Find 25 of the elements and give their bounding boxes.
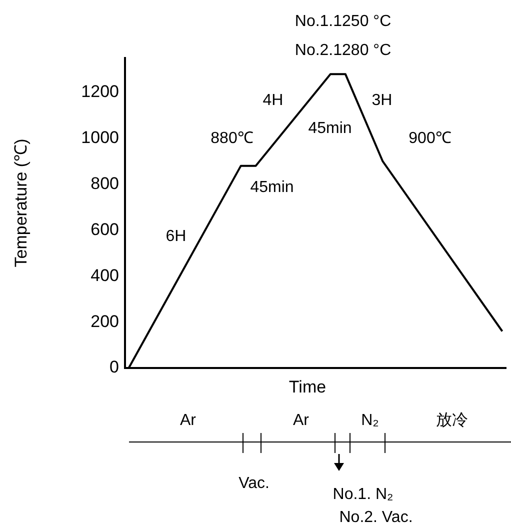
y-tick-label: 1000 [81, 128, 119, 148]
y-tick-label: 0 [110, 358, 119, 377]
y-tick-label: 400 [90, 266, 119, 285]
y-tick-label: 800 [90, 174, 119, 193]
text: Ar [293, 412, 309, 429]
text: 放冷 [436, 412, 468, 429]
annotation: 880℃ [210, 130, 254, 147]
text: N₂ [361, 412, 379, 429]
text: No.1. N₂ [332, 486, 394, 503]
y-tick-label: 1200 [81, 82, 119, 102]
text: No.1.1250 °C [294, 13, 392, 30]
y-tick-label: 600 [90, 220, 119, 239]
text: Ar [180, 412, 196, 429]
annotation: No.2.1280 °C [294, 42, 392, 59]
x-axis-title: Time [288, 378, 326, 397]
annotation: 3H [372, 92, 392, 109]
text: No.2. Vac. [339, 509, 413, 526]
annotation: 6H [166, 228, 186, 245]
y-tick-label: 200 [90, 312, 119, 331]
annotation: 900℃ [408, 130, 452, 147]
annotation: 4H [262, 92, 284, 109]
text: Vac. [238, 475, 270, 492]
y-axis-title: Temperature (℃) [12, 138, 31, 268]
annotation: 45min [308, 120, 352, 137]
annotation: 45min [250, 179, 294, 196]
